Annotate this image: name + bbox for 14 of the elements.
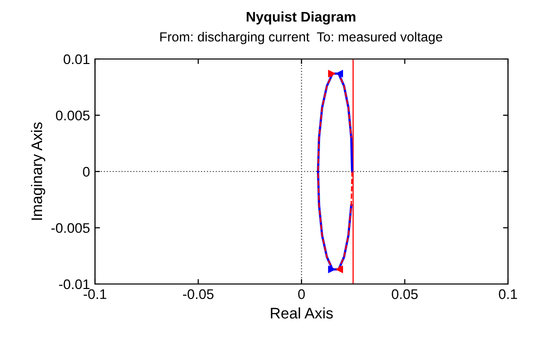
- chart-title: Nyquist Diagram: [246, 11, 356, 25]
- y-tick-label: -0.01: [59, 279, 90, 290]
- x-tick-label: 0.1: [498, 289, 517, 300]
- y-tick-label: -0.005: [51, 223, 90, 233]
- y-tick-label: 0.005: [56, 110, 90, 120]
- y-tick-label: 0.01: [64, 54, 90, 64]
- chart-subtitle: From: discharging current To: measured voltage: [160, 32, 442, 44]
- y-axis-title: Imaginary Axis: [30, 122, 46, 220]
- x-axis-title: Real Axis: [270, 307, 333, 319]
- x-tick-label: 0: [298, 289, 305, 300]
- y-tick-label: 0: [82, 166, 90, 177]
- x-tick-label: -0.05: [183, 289, 214, 300]
- x-tick-label: 0.05: [392, 289, 418, 300]
- x-tick-label: -0.1: [84, 289, 106, 300]
